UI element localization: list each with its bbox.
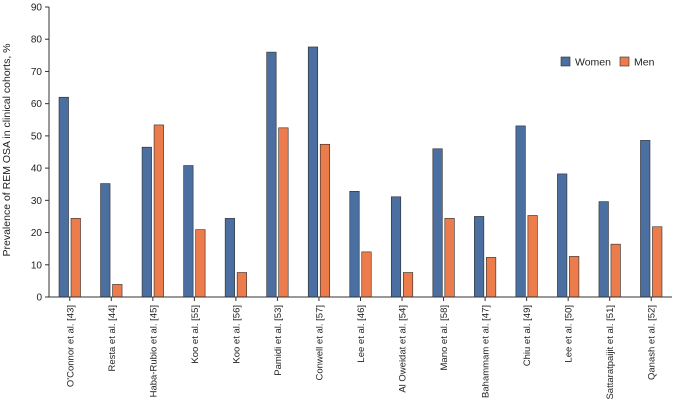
x-tick-label: Lee et al. [50] bbox=[564, 305, 575, 363]
bar-women bbox=[141, 146, 152, 298]
y-tick-label: 80 bbox=[31, 35, 43, 46]
bar-men bbox=[236, 272, 247, 298]
x-tick-label: Chiu et al. [49] bbox=[522, 305, 533, 366]
bar-women bbox=[640, 140, 651, 298]
legend-swatch-men bbox=[619, 56, 630, 67]
x-tick-label: Sattaratpaijit et al. [51] bbox=[605, 305, 616, 400]
x-tick-label: Conwell et al. [57] bbox=[314, 305, 325, 381]
legend-swatch-women bbox=[560, 56, 571, 67]
legend-label-men: Men bbox=[634, 57, 655, 69]
bar-men bbox=[402, 272, 414, 298]
x-axis: O'Connor et al. [43] Resta et al. [44] Hab… bbox=[49, 296, 672, 400]
bar-men bbox=[70, 218, 81, 298]
y-axis-label: Prevalence of REM OSA in clinical cohort… bbox=[1, 43, 13, 256]
bar-men bbox=[527, 215, 538, 298]
bar-men bbox=[361, 251, 372, 298]
bar-women bbox=[557, 173, 568, 298]
bar-men bbox=[444, 218, 455, 298]
bar-men bbox=[195, 229, 206, 298]
y-axis: 0 10 20 30 40 50 60 70 80 90 bbox=[31, 3, 50, 304]
bar-women bbox=[349, 191, 360, 298]
y-tick-label: 90 bbox=[31, 3, 43, 14]
x-tick-label: Al Oweidat et al. [54] bbox=[398, 305, 409, 393]
bar-women bbox=[183, 165, 194, 298]
bar-women bbox=[100, 183, 111, 298]
y-tick-label: 20 bbox=[31, 228, 43, 239]
bar-women bbox=[58, 96, 69, 298]
x-tick-label: Koo et al. [55] bbox=[190, 305, 201, 364]
y-tick-label: 70 bbox=[31, 67, 43, 78]
bar-women bbox=[224, 218, 235, 298]
y-tick-label: 60 bbox=[31, 99, 43, 110]
y-tick-label: 30 bbox=[31, 196, 43, 207]
x-tick-label: Lee et al. [46] bbox=[356, 305, 367, 363]
y-tick-label: 10 bbox=[31, 260, 43, 271]
x-tick-label: Mano et al. [58] bbox=[439, 305, 450, 370]
bar-men bbox=[278, 127, 289, 298]
legend-label-women: Women bbox=[575, 57, 611, 69]
bar-men bbox=[112, 284, 123, 298]
bar-women bbox=[598, 201, 609, 298]
x-tick-label: Resta et al. [44] bbox=[107, 305, 118, 372]
y-tick-label: 40 bbox=[31, 164, 43, 175]
bar-women bbox=[474, 216, 485, 298]
x-tick-label: Koo et al. [56] bbox=[231, 305, 242, 364]
x-tick-label: Bahammam et al. [47] bbox=[481, 305, 492, 398]
bars bbox=[58, 46, 663, 298]
bar-men bbox=[652, 226, 663, 298]
bar-women bbox=[266, 51, 277, 298]
y-tick-label: 0 bbox=[36, 293, 42, 304]
x-tick-label: O'Connor et al. [43] bbox=[65, 305, 76, 387]
bar-women bbox=[390, 196, 402, 298]
x-tick-label: Pamidi et al. [53] bbox=[273, 305, 284, 376]
bar-men bbox=[569, 256, 580, 298]
bar-men bbox=[610, 243, 621, 298]
x-tick-label: Haba-Rubio et al. [45] bbox=[148, 305, 159, 397]
bar-women bbox=[307, 46, 319, 298]
bar-men bbox=[319, 143, 331, 298]
bar-men bbox=[486, 257, 497, 298]
x-tick-label: Qanash et al. [52] bbox=[647, 305, 658, 380]
bar-women bbox=[515, 125, 526, 298]
bar-women bbox=[432, 148, 443, 298]
y-tick-label: 50 bbox=[31, 131, 43, 142]
legend: Women Men bbox=[560, 56, 655, 69]
bar-men bbox=[153, 124, 164, 298]
